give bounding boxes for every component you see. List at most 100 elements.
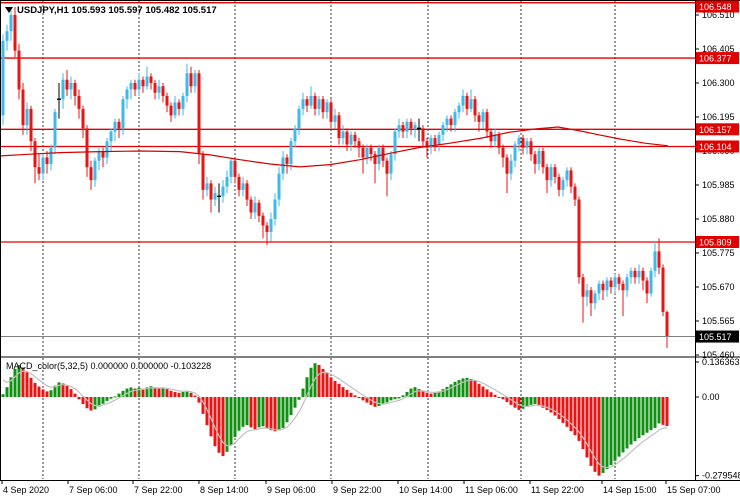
macd-bar bbox=[129, 387, 133, 397]
macd-bar bbox=[57, 382, 61, 397]
macd-bar bbox=[605, 397, 609, 470]
candle-body bbox=[273, 199, 277, 220]
candle-body bbox=[261, 215, 265, 226]
macd-bar bbox=[377, 397, 381, 407]
candle-body bbox=[321, 99, 325, 113]
time-tick-label[interactable]: 4 Sep 2020 bbox=[3, 485, 49, 495]
macd-bar bbox=[233, 397, 237, 437]
candle-body bbox=[641, 270, 645, 281]
price-badge-label: 106.104 bbox=[699, 142, 732, 152]
macd-bar bbox=[397, 397, 401, 399]
candle-body bbox=[545, 167, 549, 181]
candle-body bbox=[625, 277, 629, 291]
macd-bar bbox=[277, 397, 281, 431]
macd-bar bbox=[289, 397, 293, 416]
macd-bar bbox=[225, 397, 229, 452]
macd-bar bbox=[1, 394, 5, 397]
macd-bar bbox=[265, 397, 269, 429]
macd-bar bbox=[109, 397, 113, 399]
candle-body bbox=[225, 176, 229, 187]
macd-bar bbox=[573, 397, 577, 436]
candle-body bbox=[197, 73, 201, 155]
macd-bar bbox=[249, 397, 253, 428]
candle-body bbox=[537, 151, 541, 164]
macd-bar bbox=[205, 397, 209, 426]
candle-body bbox=[317, 99, 321, 109]
macd-bar bbox=[437, 391, 441, 397]
time-tick-label[interactable]: 8 Sep 14:00 bbox=[200, 485, 249, 495]
candle-body bbox=[41, 157, 45, 174]
macd-bar bbox=[241, 397, 245, 427]
time-tick-label[interactable]: 9 Sep 22:00 bbox=[333, 485, 382, 495]
candle-body bbox=[621, 283, 625, 291]
time-tick-label[interactable]: 11 Sep 22:00 bbox=[531, 485, 584, 495]
candle-body bbox=[181, 95, 185, 109]
macd-bar bbox=[537, 397, 541, 406]
candle-body bbox=[453, 112, 457, 126]
macd-bar bbox=[469, 378, 473, 397]
macd-tick-label: 0.136363 bbox=[702, 357, 740, 367]
price-axis[interactable]: 106.510106.405106.300106.195106.090105.9… bbox=[695, 0, 739, 361]
macd-bar bbox=[593, 397, 597, 472]
macd-bar bbox=[121, 390, 125, 397]
candle-body bbox=[513, 144, 517, 161]
time-tick-label[interactable]: 14 Sep 15:00 bbox=[603, 485, 657, 495]
candle-body bbox=[469, 99, 473, 109]
macd-bar bbox=[473, 380, 477, 397]
macd-bar bbox=[665, 397, 669, 427]
time-tick-label[interactable]: 7 Sep 22:00 bbox=[134, 485, 183, 495]
macd-bar bbox=[409, 388, 413, 397]
macd-bar bbox=[361, 397, 365, 401]
moving-average-line[interactable] bbox=[0, 126, 669, 168]
macd-bar bbox=[113, 396, 117, 398]
candle-body bbox=[361, 147, 365, 158]
main-pane[interactable] bbox=[0, 2, 695, 348]
price-tick-label: 105.985 bbox=[702, 180, 735, 190]
candle-body bbox=[637, 270, 641, 278]
macd-bar bbox=[557, 397, 561, 419]
macd-bar bbox=[517, 397, 521, 410]
macd-bar bbox=[589, 397, 593, 466]
macd-bar bbox=[505, 397, 509, 403]
macd-bar bbox=[41, 389, 45, 397]
macd-bar bbox=[329, 377, 333, 397]
macd-bar bbox=[13, 368, 17, 397]
macd-bar bbox=[213, 397, 217, 447]
macd-bar bbox=[465, 377, 469, 397]
macd-bar bbox=[653, 397, 657, 428]
candle-body bbox=[201, 154, 205, 190]
candle-body bbox=[397, 125, 401, 132]
time-axis[interactable]: 4 Sep 2020 7 Sep 06:00 7 Sep 22:00 8 Sep 14… bbox=[1, 481, 721, 495]
time-tick-label[interactable]: 7 Sep 06:00 bbox=[69, 485, 118, 495]
candle-body bbox=[449, 118, 453, 126]
macd-bar bbox=[401, 395, 405, 397]
candle-body bbox=[605, 280, 609, 291]
time-tick-label[interactable]: 9 Sep 06:00 bbox=[267, 485, 316, 495]
candle-body bbox=[237, 176, 241, 190]
macd-bar bbox=[461, 378, 465, 397]
candle-body bbox=[121, 99, 125, 129]
candle-body bbox=[1, 40, 5, 116]
macd-bar bbox=[33, 382, 37, 397]
time-tick-label[interactable]: 15 Sep 07:00 bbox=[667, 485, 721, 495]
time-tick-label[interactable]: 11 Sep 06:00 bbox=[465, 485, 518, 495]
macd-bar bbox=[333, 380, 337, 397]
macd-bar bbox=[21, 367, 25, 397]
macd-bar bbox=[581, 397, 585, 450]
time-tick-label[interactable]: 10 Sep 14:00 bbox=[399, 485, 453, 495]
macd-bar bbox=[405, 391, 409, 397]
macd-bar bbox=[385, 397, 389, 403]
macd-bar bbox=[349, 392, 353, 397]
candle-body bbox=[149, 76, 153, 84]
macd-bar bbox=[457, 380, 461, 397]
macd-bar bbox=[501, 397, 505, 400]
candle-body bbox=[169, 105, 173, 116]
symbol-dropdown-icon[interactable] bbox=[5, 7, 13, 13]
macd-bar bbox=[553, 397, 557, 416]
macd-signal-line bbox=[2, 370, 668, 469]
candle-body bbox=[289, 141, 293, 164]
macd-bar bbox=[449, 384, 453, 397]
candle-body bbox=[145, 76, 149, 87]
macd-pane[interactable] bbox=[1, 363, 669, 476]
